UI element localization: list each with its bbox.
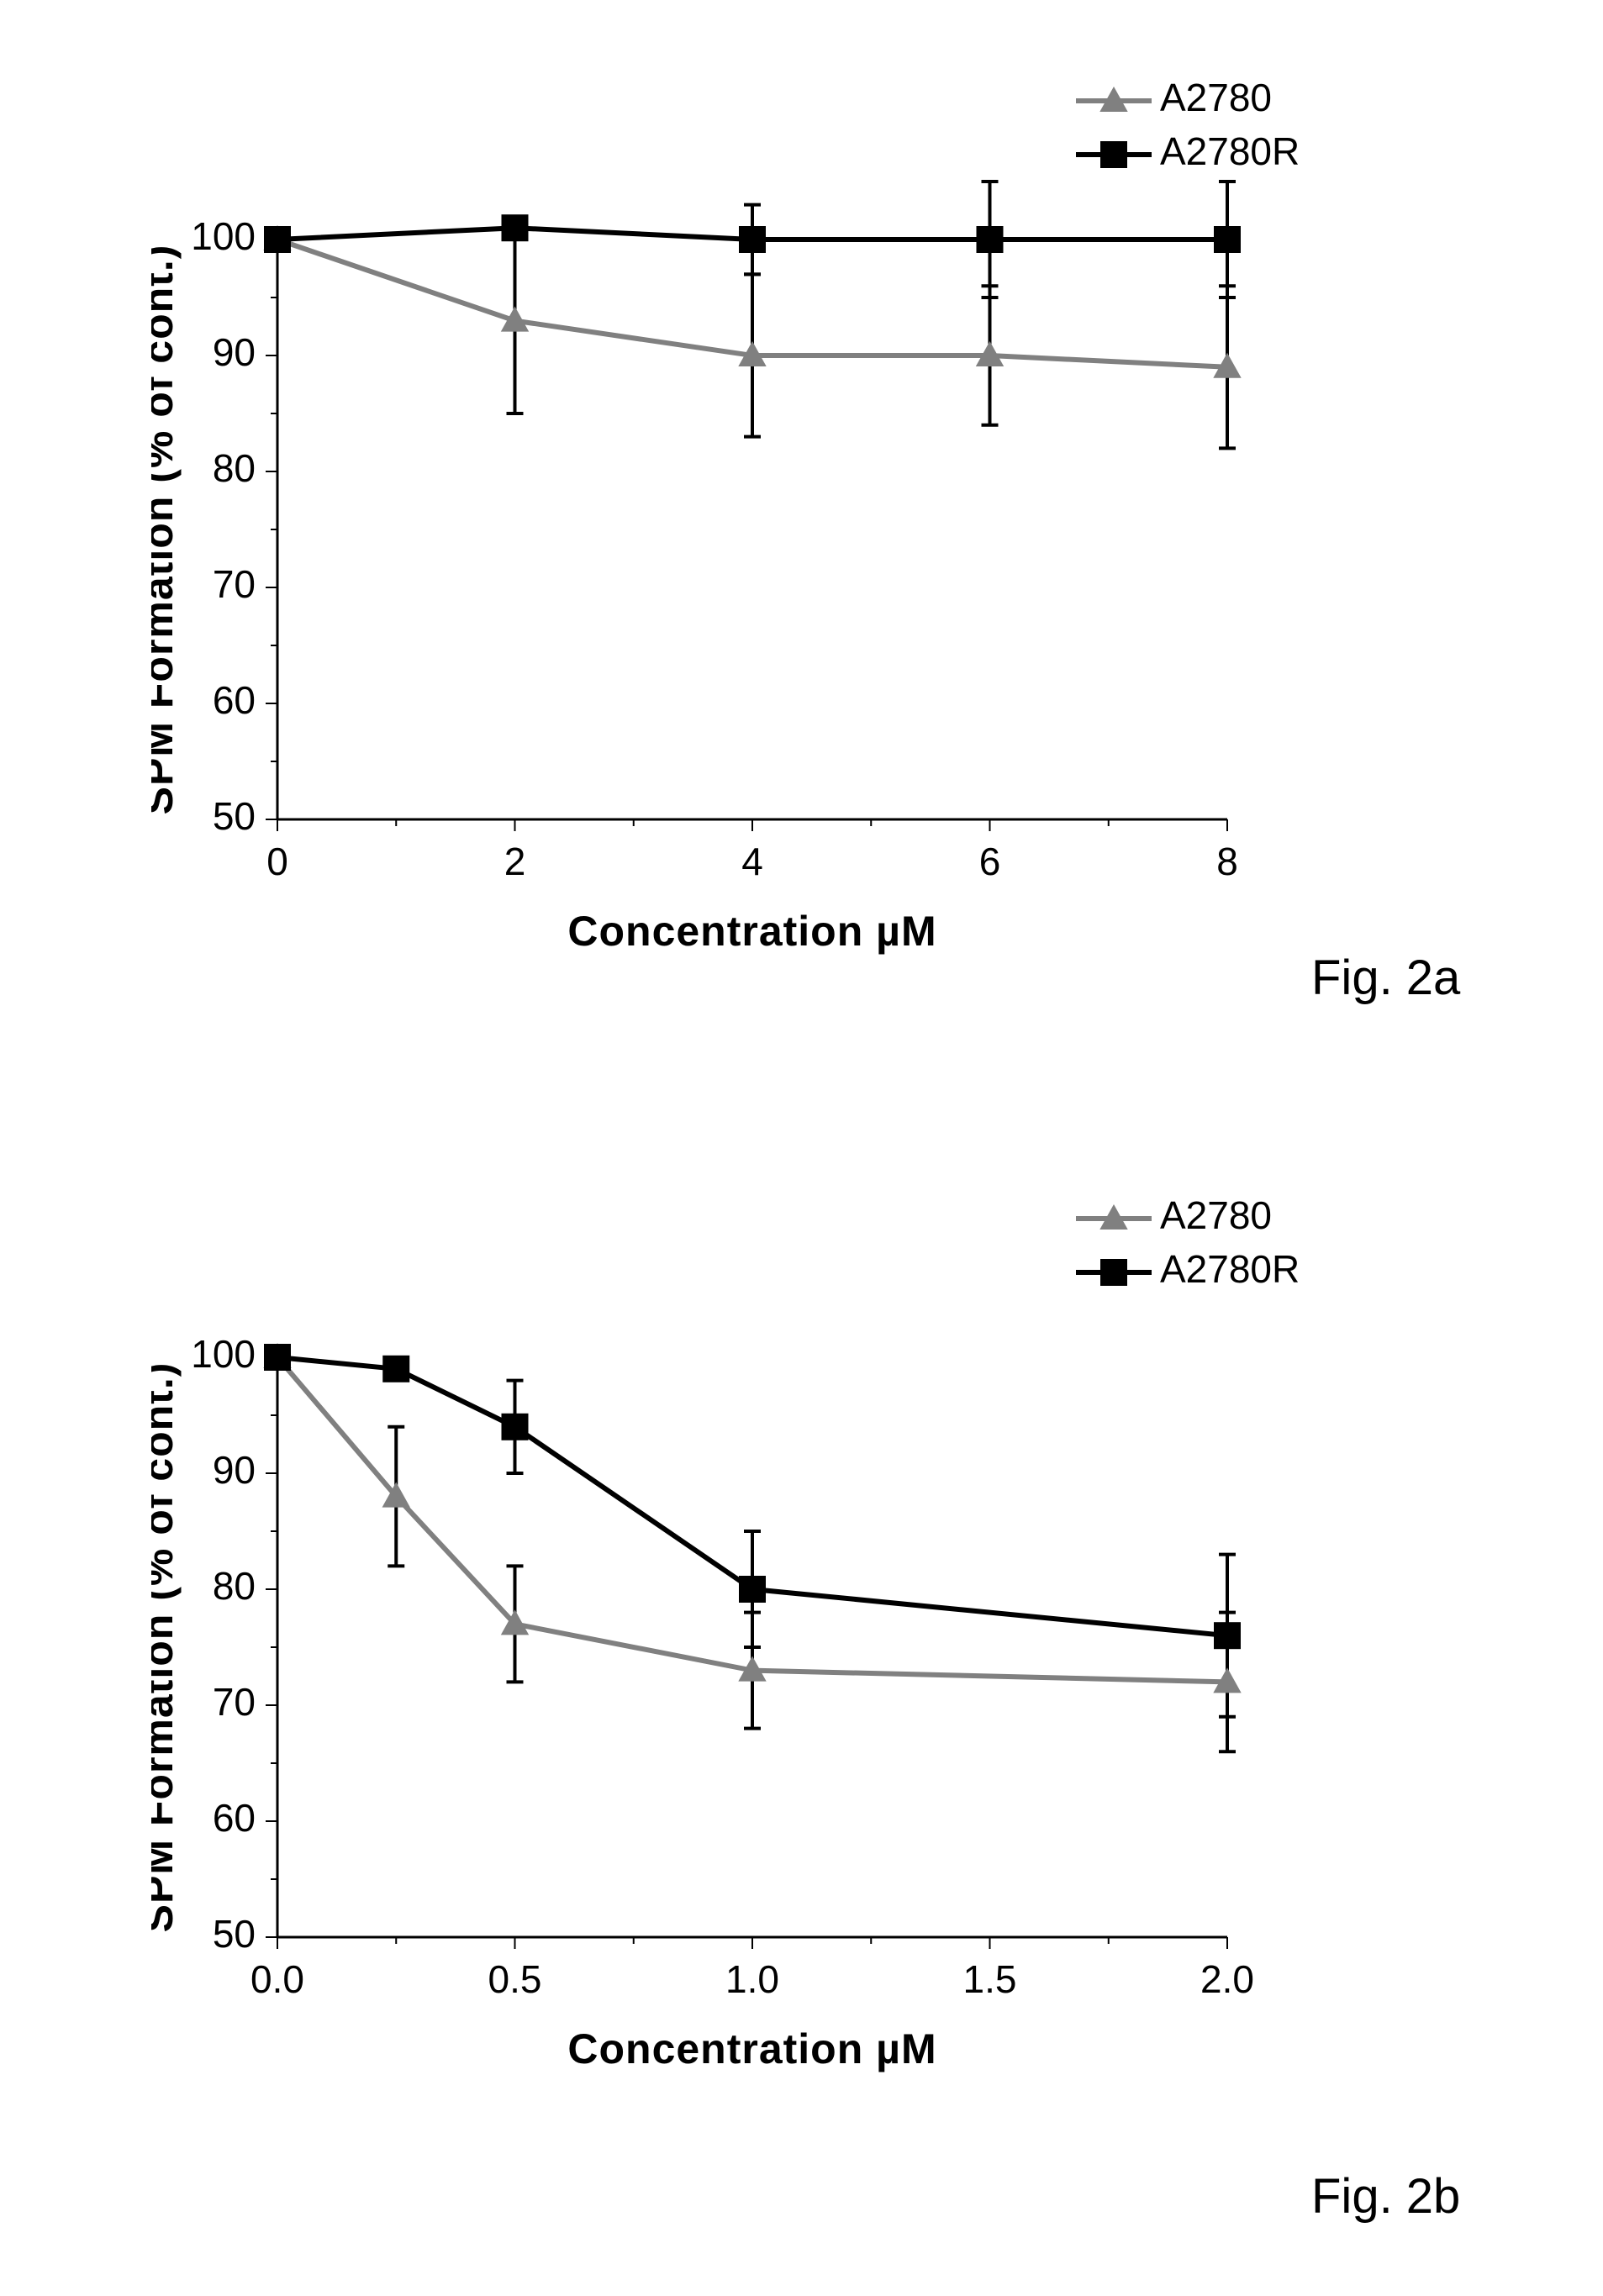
svg-text:100: 100 bbox=[191, 1332, 256, 1376]
legend: A2780 A2780R bbox=[1076, 76, 1300, 173]
svg-text:80: 80 bbox=[213, 1564, 256, 1608]
page: 50 60 70 80 90 100 0 2 4 6 8 Concentration µM SPM Fo… bbox=[0, 0, 1603, 2296]
svg-text:1.5: 1.5 bbox=[963, 1957, 1017, 2001]
svg-text:0: 0 bbox=[266, 840, 288, 883]
svg-text:70: 70 bbox=[213, 1680, 256, 1724]
svg-text:60: 60 bbox=[213, 1796, 256, 1840]
legend-label-A2780: A2780 bbox=[1160, 76, 1272, 119]
y-axis-label: SPM Formation (% of cont.) bbox=[151, 1362, 182, 1933]
legend: A2780 A2780R bbox=[1076, 1193, 1300, 1291]
svg-text:80: 80 bbox=[213, 446, 256, 490]
x-axis-label: Concentration µM bbox=[567, 908, 936, 955]
svg-text:50: 50 bbox=[213, 794, 256, 838]
svg-text:1.0: 1.0 bbox=[725, 1957, 779, 2001]
svg-text:2.0: 2.0 bbox=[1200, 1957, 1254, 2001]
svg-text:90: 90 bbox=[213, 1448, 256, 1492]
svg-text:6: 6 bbox=[979, 840, 1001, 883]
svg-text:50: 50 bbox=[213, 1912, 256, 1956]
x-axis-label: Concentration µM bbox=[567, 2025, 936, 2072]
svg-text:70: 70 bbox=[213, 562, 256, 606]
legend-label-A2780: A2780 bbox=[1160, 1193, 1272, 1237]
figure-caption-2a: Fig. 2a bbox=[1311, 950, 1460, 1006]
svg-text:60: 60 bbox=[213, 678, 256, 722]
chart-2a: 50 60 70 80 90 100 0 2 4 6 8 Concentration µM SPM Fo… bbox=[151, 67, 1463, 992]
svg-text:100: 100 bbox=[191, 214, 256, 258]
svg-text:4: 4 bbox=[741, 840, 763, 883]
svg-text:8: 8 bbox=[1216, 840, 1238, 883]
svg-text:90: 90 bbox=[213, 330, 256, 374]
y-axis-label: SPM Formation (% of cont.) bbox=[151, 245, 182, 815]
chart-2b: 50 60 70 80 90 100 0.0 0.5 1.0 1.5 2.0 Concentratio… bbox=[151, 1185, 1463, 2109]
legend-label-A2780R: A2780R bbox=[1160, 1247, 1300, 1291]
svg-text:0.5: 0.5 bbox=[488, 1957, 542, 2001]
svg-text:0.0: 0.0 bbox=[250, 1957, 304, 2001]
legend-label-A2780R: A2780R bbox=[1160, 129, 1300, 173]
figure-caption-2b: Fig. 2b bbox=[1311, 2168, 1460, 2225]
svg-text:2: 2 bbox=[504, 840, 526, 883]
